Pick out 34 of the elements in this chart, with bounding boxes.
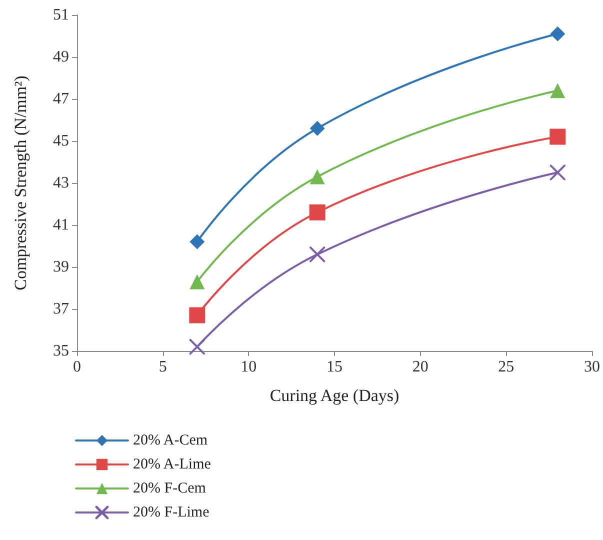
point (550, 83, 566, 98)
point (550, 26, 566, 42)
x-tick-label: 10 (240, 358, 257, 376)
legend-label: 20% A-Cem (133, 432, 208, 448)
legend-label: 20% F-Lime (133, 504, 210, 520)
y-tick-label: 43 (53, 174, 69, 192)
x-tick-label: 0 (73, 358, 81, 376)
point (189, 339, 205, 355)
y-tick-label: 47 (53, 90, 69, 108)
y-tick-label: 41 (53, 216, 69, 234)
legend-label: 20% A-Lime (133, 456, 212, 472)
x-tick-label: 15 (326, 358, 342, 376)
y-tick-label: 49 (53, 48, 69, 66)
x-tick-label: 30 (584, 358, 600, 376)
y-tick-label: 45 (53, 132, 69, 150)
point (309, 204, 326, 220)
x-tick-label: 5 (158, 358, 167, 376)
point (189, 307, 206, 324)
y-tick-label: 39 (53, 258, 69, 276)
legend-label: 20% F-Cem (133, 480, 206, 496)
point (310, 120, 325, 136)
y-tick-label: 35 (53, 342, 69, 360)
x-tick-label: 20 (412, 358, 428, 376)
point (310, 246, 326, 262)
point (550, 128, 566, 145)
point (550, 164, 566, 180)
point (190, 274, 205, 290)
x-tick-label: 25 (498, 358, 514, 376)
y-axis-title: Compressive Strength (N/mm²) (11, 76, 30, 290)
point (310, 169, 325, 184)
y-tick-label: 37 (53, 300, 69, 318)
x-axis-title: Curing Age (Days) (270, 386, 400, 405)
point (190, 234, 205, 250)
y-tick-label: 51 (53, 6, 69, 24)
